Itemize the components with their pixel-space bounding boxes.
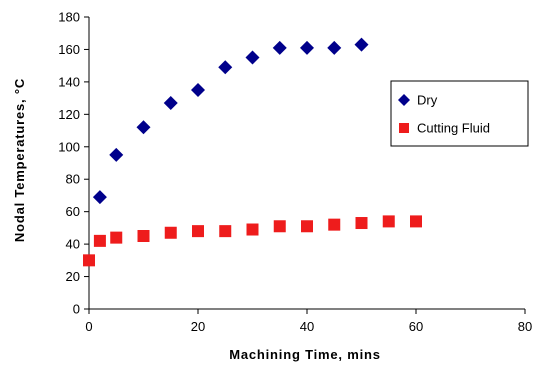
data-point-diamond bbox=[92, 190, 107, 205]
y-tick-label: 160 bbox=[58, 42, 80, 57]
data-point-diamond bbox=[354, 37, 369, 52]
data-points bbox=[83, 37, 422, 267]
y-axis-ticks: 0 20 40 60 80 100 120 140 160 180 bbox=[58, 10, 89, 317]
data-point-diamond bbox=[300, 40, 314, 55]
axes bbox=[88, 17, 525, 310]
legend-box bbox=[390, 80, 529, 147]
data-point-square bbox=[382, 215, 395, 228]
data-point-square bbox=[355, 217, 368, 230]
data-point-square bbox=[83, 254, 95, 267]
legend: Dry Cutting Fluid bbox=[390, 80, 529, 147]
data-point-square bbox=[192, 225, 204, 238]
data-point-diamond bbox=[218, 60, 233, 75]
data-point-diamond bbox=[327, 40, 342, 55]
y-tick-label: 100 bbox=[58, 139, 80, 154]
x-tick-label: 80 bbox=[518, 319, 532, 334]
data-point-square bbox=[110, 231, 123, 244]
x-tick-label: 40 bbox=[300, 319, 314, 334]
y-tick-label: 140 bbox=[58, 74, 80, 89]
data-point-square bbox=[219, 225, 232, 238]
legend-marker-square bbox=[399, 123, 409, 133]
series-2 bbox=[83, 215, 422, 267]
data-point-diamond bbox=[163, 95, 178, 110]
y-tick-label: 0 bbox=[73, 302, 80, 317]
y-tick-label: 180 bbox=[58, 10, 80, 25]
data-point-square bbox=[93, 234, 106, 247]
data-point-diamond bbox=[109, 147, 124, 162]
data-point-square bbox=[137, 230, 150, 242]
x-tick-label: 0 bbox=[85, 319, 92, 334]
y-tick-label: 80 bbox=[66, 172, 80, 187]
data-point-square bbox=[301, 220, 313, 233]
legend-label: Dry bbox=[417, 93, 438, 108]
x-axis-title: Machining Time, mins bbox=[229, 347, 381, 362]
legend-label: Cutting Fluid bbox=[417, 121, 490, 136]
x-tick-label: 60 bbox=[409, 319, 423, 334]
data-point-diamond bbox=[245, 50, 260, 65]
series-1 bbox=[92, 37, 369, 205]
data-point-square bbox=[273, 220, 286, 233]
y-tick-label: 40 bbox=[66, 237, 80, 252]
x-axis-ticks: 0 20 40 60 80 bbox=[85, 309, 532, 334]
data-point-square bbox=[246, 223, 259, 236]
y-tick-label: 60 bbox=[66, 204, 80, 219]
legend-marker-diamond bbox=[398, 94, 410, 106]
data-point-square bbox=[410, 215, 422, 228]
data-point-square bbox=[328, 218, 341, 231]
x-tick-label: 20 bbox=[191, 319, 205, 334]
data-point-diamond bbox=[136, 120, 151, 135]
data-point-diamond bbox=[272, 40, 287, 55]
y-axis-title: Nodal Temperatures, °C bbox=[12, 78, 27, 242]
data-point-square bbox=[164, 226, 177, 239]
y-tick-label: 20 bbox=[66, 269, 80, 284]
data-point-diamond bbox=[191, 83, 205, 97]
y-tick-label: 120 bbox=[58, 107, 80, 122]
